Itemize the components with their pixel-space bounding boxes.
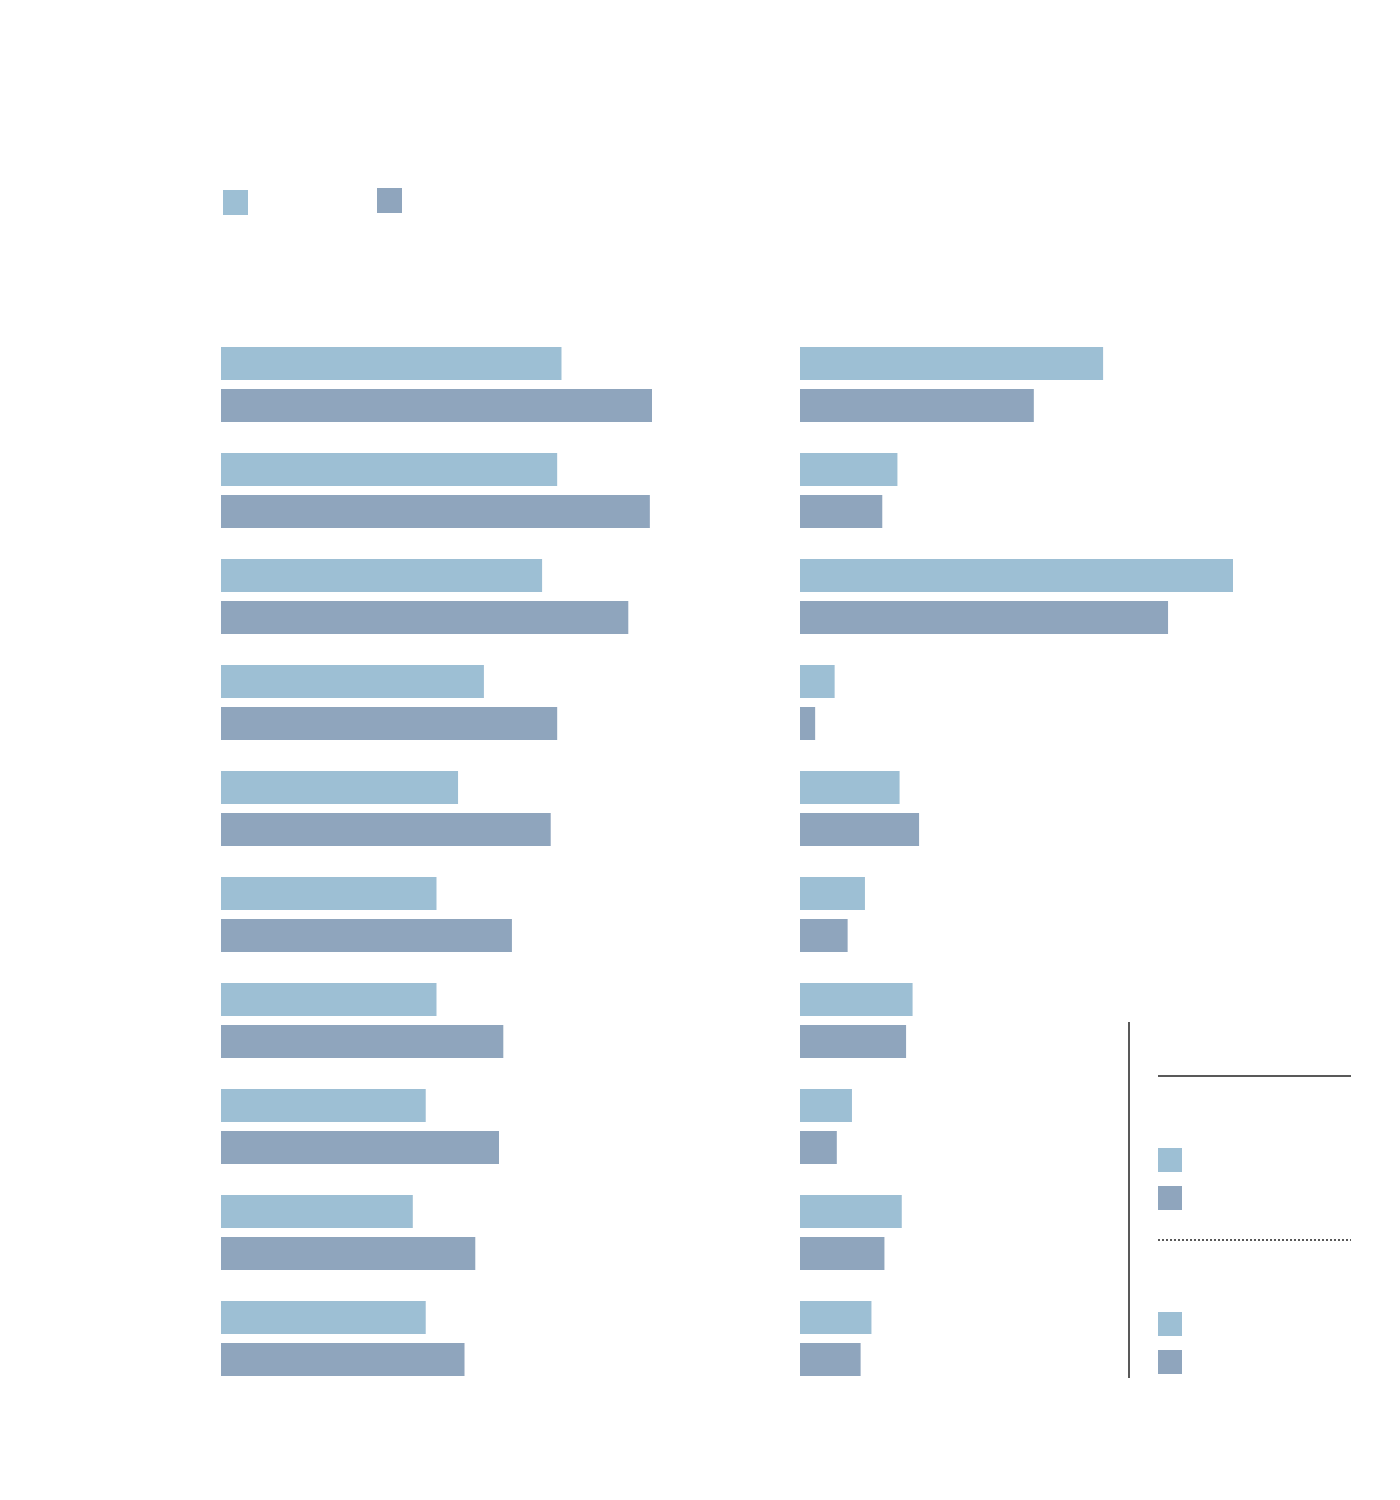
panel-1-bar-series-2-row-9 <box>221 1237 476 1270</box>
side-key-swatch-1-2 <box>1158 1186 1182 1210</box>
panel-1-bar-series-1-row-5 <box>221 771 459 804</box>
panel-2-bar-series-1-row-8 <box>800 1089 852 1122</box>
panel-2-bar-series-1-row-9 <box>800 1195 902 1228</box>
panel-2-bar-series-1-row-10 <box>800 1301 872 1334</box>
legend-swatch-1 <box>223 190 248 215</box>
panel-2-bar-series-2-row-1 <box>800 389 1034 422</box>
panel-2-bar-series-1-row-5 <box>800 771 900 804</box>
panel-1-bar-series-1-row-10 <box>221 1301 426 1334</box>
panel-1-bar-series-1-row-3 <box>221 559 543 592</box>
panel-2-bar-series-2-row-5 <box>800 813 920 846</box>
panel-1-bar-series-1-row-8 <box>221 1089 426 1122</box>
panel-1-bar-series-2-row-6 <box>221 919 512 952</box>
panel-2-bar-series-2-row-3 <box>800 601 1169 634</box>
panel-2-bar-series-1-row-7 <box>800 983 913 1016</box>
panel-1-bar-series-2-row-10 <box>221 1343 465 1376</box>
panel-1-bar-series-1-row-9 <box>221 1195 413 1228</box>
panel-1-bar-series-2-row-2 <box>221 495 650 528</box>
panel-1-bar-series-1-row-6 <box>221 877 437 910</box>
panel-1-bar-series-2-row-1 <box>221 389 652 422</box>
side-key-swatch-1-1 <box>1158 1148 1182 1172</box>
panel-2-bar-series-1-row-4 <box>800 665 835 698</box>
panel-1-bar-series-2-row-7 <box>221 1025 504 1058</box>
panel-2-bar-series-1-row-1 <box>800 347 1104 380</box>
legend-swatch-2 <box>377 188 402 213</box>
panel-1-bar-series-2-row-4 <box>221 707 558 740</box>
panel-1-bar-series-2-row-8 <box>221 1131 499 1164</box>
panel-2-bar-series-2-row-7 <box>800 1025 907 1058</box>
panel-1-bar-series-1-row-1 <box>221 347 562 380</box>
panel-2-bar-series-2-row-10 <box>800 1343 861 1376</box>
side-key-swatch-2-2 <box>1158 1350 1182 1374</box>
panel-2-bar-series-1-row-2 <box>800 453 898 486</box>
panel-2-bar-series-2-row-9 <box>800 1237 885 1270</box>
panel-2-bar-series-2-row-8 <box>800 1131 837 1164</box>
panel-2-bar-series-2-row-6 <box>800 919 848 952</box>
panel-1-bar-series-2-row-3 <box>221 601 629 634</box>
panel-1-bar-series-1-row-7 <box>221 983 437 1016</box>
panel-2-bar-series-2-row-4 <box>800 707 816 740</box>
panel-2-bar-series-1-row-3 <box>800 559 1233 592</box>
panel-1-bar-series-2-row-5 <box>221 813 551 846</box>
panel-1-bar-series-1-row-4 <box>221 665 484 698</box>
side-key-swatch-2-1 <box>1158 1312 1182 1336</box>
panel-2-bar-series-1-row-6 <box>800 877 865 910</box>
panel-2-bar-series-2-row-2 <box>800 495 883 528</box>
panel-1-bar-series-1-row-2 <box>221 453 558 486</box>
